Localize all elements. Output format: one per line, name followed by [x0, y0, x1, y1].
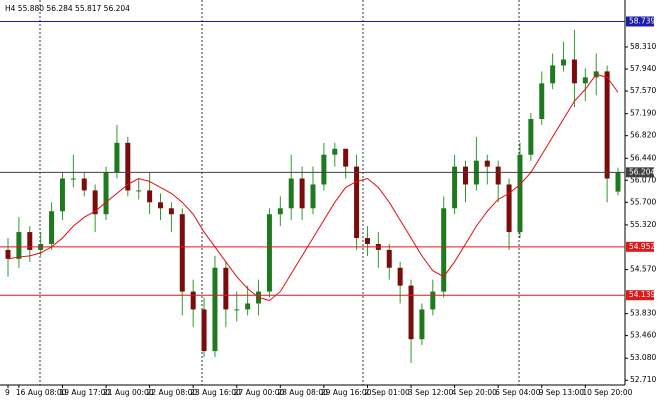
y-tick-label: 56.820	[630, 131, 656, 140]
candle-body	[81, 178, 87, 191]
candle-body	[125, 142, 131, 191]
candle-body	[364, 238, 370, 244]
y-tick-label: 55.700	[630, 197, 656, 206]
level-label-box	[626, 241, 654, 252]
candle-body	[452, 166, 458, 209]
y-tick-label: 54.570	[630, 265, 656, 274]
x-tick-label: 28 Aug 08:00	[277, 388, 328, 397]
y-tick-label: 57.190	[630, 109, 656, 118]
candle-body	[179, 214, 185, 292]
candle-body	[386, 249, 392, 268]
candle-body	[114, 142, 120, 173]
candle-body	[408, 285, 414, 340]
candle-body	[277, 208, 283, 215]
x-tick-label: 2 Sep 01:00	[364, 388, 410, 397]
y-tick-label: 52.710	[630, 375, 656, 384]
candle-body	[16, 232, 22, 259]
x-tick-label: 16 Aug 08:00	[16, 388, 67, 397]
candle-body	[354, 166, 360, 239]
candle-body	[136, 190, 142, 192]
candle-body	[332, 148, 338, 155]
x-tick-label: 4 Sep 20:00	[452, 388, 498, 397]
x-tick-label: 19 Aug 17:00	[59, 388, 110, 397]
candle-body	[234, 309, 240, 311]
candle-body	[539, 83, 545, 120]
candle-body	[103, 172, 109, 215]
candle-body	[484, 160, 490, 167]
candle-body	[168, 208, 174, 215]
candle-body	[288, 178, 294, 209]
x-tick-label: 23 Aug 16:00	[190, 388, 241, 397]
candle-body	[550, 65, 556, 84]
x-tick-label: 29 Aug 16:00	[321, 388, 372, 397]
candle-body	[147, 190, 153, 203]
y-tick-label: 53.460	[630, 331, 656, 340]
level-label: 58.739	[629, 16, 655, 25]
x-tick-label: 6 Sep 04:00	[495, 388, 541, 397]
candle-body	[463, 166, 468, 185]
y-tick-label: 53.830	[630, 309, 656, 318]
candle-body	[158, 202, 163, 209]
y-tick-label: 57.570	[630, 86, 656, 95]
candle-body	[430, 291, 436, 310]
candle-body	[223, 267, 229, 310]
candle-body	[343, 148, 349, 167]
x-tick-label: 3 Sep 12:00	[408, 388, 454, 397]
x-tick-label: 22 Aug 08:00	[147, 388, 198, 397]
candle-body	[49, 211, 55, 244]
level-label-box	[626, 167, 654, 178]
candle-body	[441, 208, 447, 292]
x-tick-label: 27 Aug 00:00	[234, 388, 285, 397]
candle-body	[5, 249, 11, 259]
candle-body	[571, 59, 577, 84]
candle-body	[615, 172, 621, 192]
x-tick-label: 9	[5, 388, 10, 397]
candle-body	[506, 184, 512, 233]
candle-body	[310, 184, 316, 209]
candle-body	[212, 267, 218, 352]
candle-body	[582, 77, 588, 84]
candle-body	[517, 154, 523, 233]
candle-body	[561, 59, 567, 66]
y-tick-label: 55.320	[630, 220, 656, 229]
moving-average	[7, 73, 619, 302]
candle-body	[59, 178, 65, 212]
candle-body	[419, 309, 425, 340]
y-tick-label: 56.440	[630, 153, 656, 162]
candle-body	[245, 303, 251, 310]
level-label: 54.952	[629, 242, 655, 251]
candle-body	[190, 291, 196, 310]
x-tick-label: 21 Aug 00:00	[103, 388, 154, 397]
level-label: 56.204	[629, 167, 655, 176]
y-tick-label: 58.310	[630, 42, 656, 51]
level-label: 54.139	[629, 290, 655, 299]
candle-body	[299, 178, 305, 209]
candle-body	[92, 190, 98, 215]
candle-body	[321, 154, 327, 185]
candle-body	[201, 309, 207, 352]
candle-body	[27, 232, 33, 250]
level-label-box	[626, 290, 654, 301]
y-tick-label: 57.940	[630, 64, 656, 73]
x-tick-label: 9 Sep 13:00	[539, 388, 585, 397]
y-tick-label: 53.080	[630, 353, 656, 362]
candle-body	[528, 119, 534, 155]
x-tick-label: 10 Sep 20:00	[582, 388, 632, 397]
candle-body	[397, 267, 403, 286]
candle-body	[495, 166, 501, 185]
candle-body	[604, 71, 610, 179]
candle-body	[266, 214, 272, 292]
y-tick-label: 56.070	[630, 175, 656, 184]
level-label-box	[626, 16, 654, 27]
candle-body	[70, 178, 76, 180]
header: H4 55.880 56.284 55.817 56.204	[5, 4, 130, 13]
